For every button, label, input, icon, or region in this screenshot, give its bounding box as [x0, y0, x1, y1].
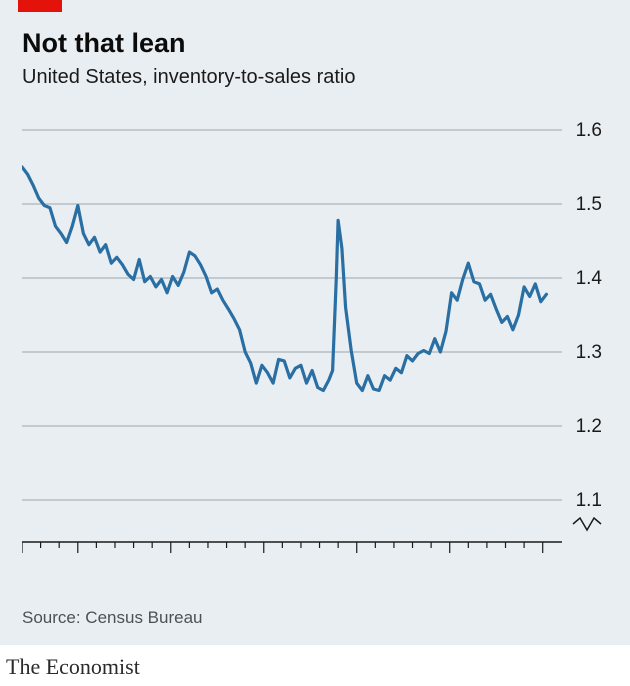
chart-container: Not that lean United States, inventory-t…	[0, 0, 630, 645]
source-label: Source: Census Bureau	[22, 608, 203, 628]
svg-text:1.5: 1.5	[576, 194, 602, 215]
y-axis-labels: 1.1 1.2 1.3 1.4 1.5 1.6	[576, 120, 603, 511]
gridlines	[22, 130, 562, 500]
chart-title: Not that lean	[22, 28, 186, 59]
axis-break-icon	[573, 518, 601, 530]
svg-text:1.2: 1.2	[576, 416, 602, 437]
economist-red-tab	[18, 0, 62, 12]
line-chart: 1.11.21.31.41.51.6 199295200005101520	[22, 105, 608, 555]
publication-credit: The Economist	[6, 654, 140, 680]
chart-subtitle: United States, inventory-to-sales ratio	[22, 66, 356, 89]
svg-text:1.3: 1.3	[576, 342, 602, 363]
svg-text:1.1: 1.1	[576, 490, 602, 511]
svg-text:1.4: 1.4	[576, 268, 603, 289]
x-axis-ticks	[22, 542, 543, 553]
svg-text:1.6: 1.6	[576, 120, 602, 141]
